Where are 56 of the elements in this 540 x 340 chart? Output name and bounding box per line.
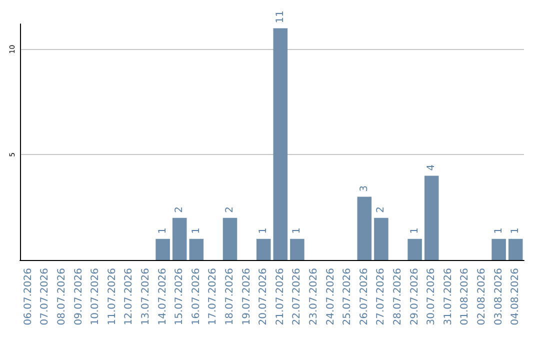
data-label: 4 [426,164,438,171]
x-tick-label: 21.07.2026 [274,268,286,326]
x-tick-label: 17.07.2026 [208,268,219,326]
bar [290,238,304,260]
data-label: 2 [174,206,186,213]
x-tick-label: 19.07.2026 [241,268,252,326]
x-tick-label: 23.07.2026 [308,268,320,326]
bar [156,238,170,260]
bar [508,238,523,260]
x-tick-label: 04.08.2026 [510,268,522,326]
x-tick-label: 18.07.2026 [224,268,236,326]
x-tick-label: 30.07.2026 [426,268,438,326]
x-tick-label: 20.07.2026 [258,268,270,326]
bar [408,238,422,260]
x-tick-label: 12.07.2026 [124,268,135,326]
bar [256,238,271,260]
data-label: 2 [224,206,236,213]
data-label: 1 [409,228,420,234]
data-label: 1 [190,228,202,234]
x-tick-label: 06.07.2026 [22,268,34,326]
data-label: 1 [157,228,168,234]
x-tick-label: 09.07.2026 [73,268,84,326]
bar [222,218,238,260]
data-label: 1 [258,228,270,234]
x-tick-label: 24.07.2026 [325,268,336,326]
x-tick-label: 14.07.2026 [157,268,168,326]
x-tick-label: 22.07.2026 [292,268,303,326]
data-label: 1 [292,228,303,234]
x-tick-label: 25.07.2026 [342,268,354,326]
x-tick-label: 02.08.2026 [476,268,488,326]
bar [424,176,439,260]
x-tick-label: 28.07.2026 [392,268,404,326]
x-tick-label: 01.08.2026 [460,268,471,326]
x-tick-label: 13.07.2026 [140,268,152,326]
data-label: 1 [510,228,522,234]
data-label: 11 [274,10,286,24]
bar [273,28,288,260]
x-tick-label: 11.07.2026 [106,268,118,326]
x-tick-label: 15.07.2026 [174,268,186,326]
x-tick-label: 16.07.2026 [190,268,202,326]
data-label: 3 [358,185,370,192]
x-tick-label: 10.07.2026 [90,268,102,326]
x-tick-label: 29.07.2026 [409,268,420,326]
x-tick-label: 26.07.2026 [358,268,370,326]
bar [357,196,372,260]
bar [374,218,388,260]
data-label: 1 [493,228,504,234]
data-label: 2 [376,206,387,213]
bar [189,238,204,260]
bar [172,218,187,260]
x-tick-label: 03.08.2026 [493,268,504,326]
bar [492,238,506,260]
x-tick-label: 31.07.2026 [442,268,454,326]
x-tick-label: 07.07.2026 [40,268,51,326]
x-tick-label: 27.07.2026 [376,268,387,326]
x-tick-label: 08.07.2026 [56,268,68,326]
